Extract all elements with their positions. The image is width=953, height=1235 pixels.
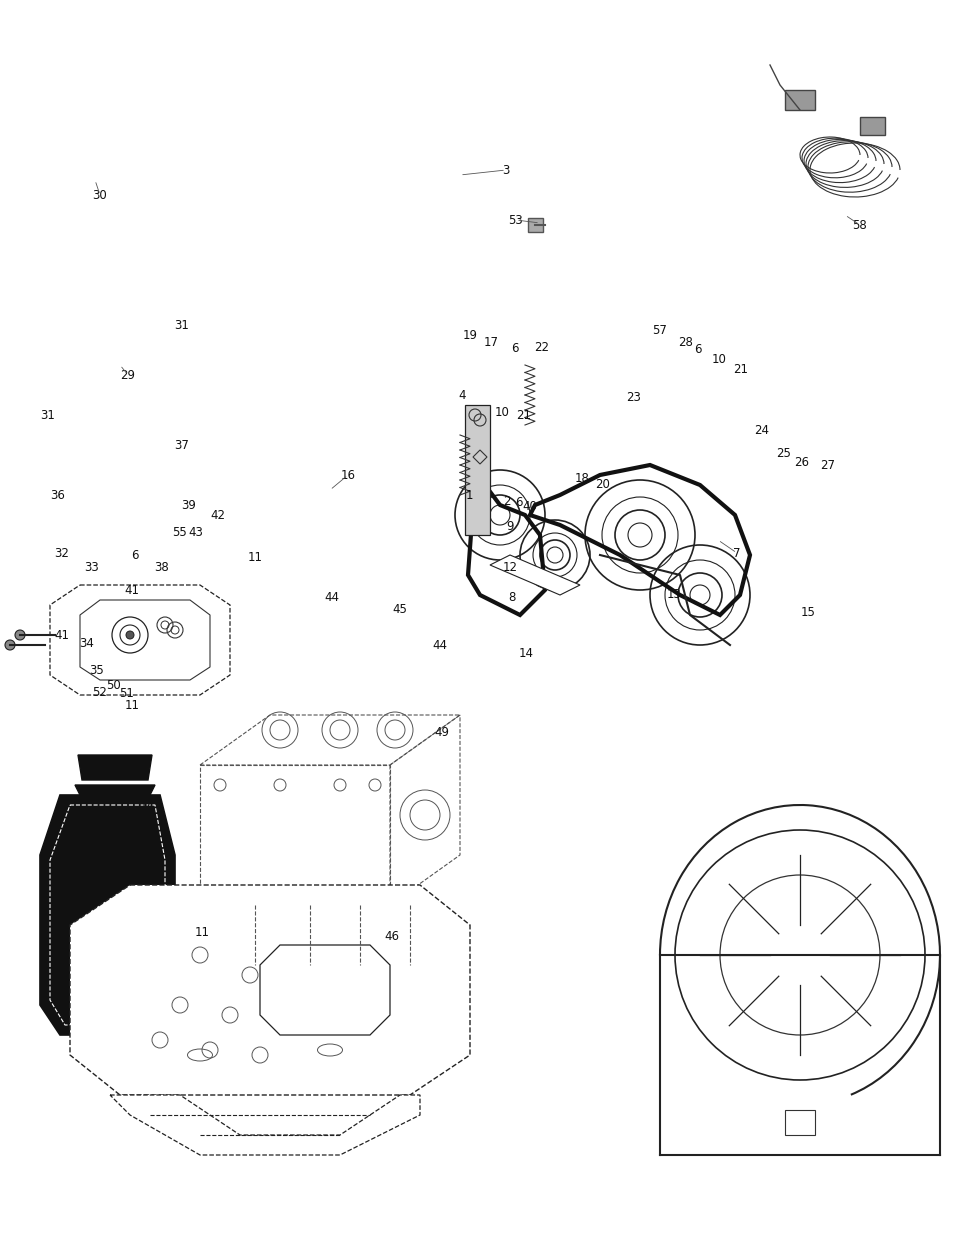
Text: 50: 50	[107, 678, 121, 692]
Polygon shape	[464, 405, 490, 535]
Text: 30: 30	[92, 189, 108, 201]
Text: 12: 12	[502, 561, 517, 573]
Text: 6: 6	[515, 495, 522, 509]
Circle shape	[353, 968, 367, 982]
Text: 32: 32	[54, 547, 70, 559]
Circle shape	[402, 968, 416, 982]
Text: 25: 25	[776, 447, 791, 459]
Text: 26: 26	[794, 456, 809, 468]
Text: 13: 13	[666, 588, 680, 600]
Text: 42: 42	[211, 509, 225, 521]
Text: 58: 58	[852, 219, 866, 231]
Text: 36: 36	[51, 489, 66, 501]
Text: 41: 41	[54, 629, 70, 641]
Text: 46: 46	[384, 930, 399, 944]
Text: 31: 31	[174, 319, 190, 331]
Text: 22: 22	[534, 341, 549, 353]
Text: 7: 7	[733, 547, 740, 559]
Polygon shape	[490, 555, 579, 595]
Text: 43: 43	[189, 526, 203, 538]
Circle shape	[5, 640, 15, 650]
Text: 11: 11	[125, 699, 139, 711]
Text: 33: 33	[85, 561, 99, 573]
Polygon shape	[78, 755, 152, 781]
Text: 20: 20	[595, 478, 610, 490]
Text: 55: 55	[172, 526, 187, 538]
Text: 17: 17	[483, 336, 498, 348]
Text: 19: 19	[462, 329, 477, 342]
Bar	[527, 219, 542, 232]
Text: 28: 28	[678, 336, 693, 348]
Text: 37: 37	[174, 438, 190, 452]
Text: 11: 11	[194, 926, 210, 940]
Text: 21: 21	[733, 363, 748, 375]
Text: 45: 45	[392, 603, 407, 615]
Bar	[784, 90, 814, 110]
Text: 41: 41	[125, 583, 139, 597]
Text: 18: 18	[574, 472, 589, 484]
Text: 44: 44	[324, 590, 339, 604]
Text: 52: 52	[92, 685, 108, 699]
Text: 6: 6	[511, 342, 518, 354]
Text: 14: 14	[518, 646, 533, 659]
Bar	[784, 1110, 814, 1135]
Text: 51: 51	[119, 687, 134, 699]
Polygon shape	[80, 600, 210, 680]
Text: 34: 34	[79, 636, 94, 650]
Text: 29: 29	[120, 368, 135, 382]
Text: 10: 10	[494, 405, 509, 419]
Text: 23: 23	[626, 390, 640, 404]
Text: 1: 1	[465, 489, 473, 501]
Text: 24: 24	[754, 424, 769, 436]
Circle shape	[248, 968, 262, 982]
Text: 47: 47	[138, 797, 153, 809]
Text: 57: 57	[652, 324, 667, 336]
Text: 8: 8	[508, 590, 516, 604]
Text: 44: 44	[432, 638, 447, 652]
Text: 10: 10	[711, 352, 725, 366]
Circle shape	[15, 630, 25, 640]
Text: 11: 11	[247, 551, 262, 563]
Text: 2: 2	[503, 494, 510, 508]
Text: 49: 49	[434, 725, 449, 739]
Text: 6: 6	[694, 342, 701, 356]
Text: 40: 40	[522, 499, 537, 513]
Text: 53: 53	[508, 214, 523, 226]
Text: 31: 31	[41, 409, 55, 421]
Text: 16: 16	[340, 468, 355, 482]
Bar	[859, 117, 884, 135]
Circle shape	[126, 631, 133, 638]
Text: 6: 6	[132, 548, 138, 562]
Polygon shape	[110, 1095, 419, 1155]
Polygon shape	[75, 785, 154, 795]
Polygon shape	[70, 885, 470, 1095]
Text: 9: 9	[506, 520, 514, 532]
Text: 15: 15	[800, 605, 815, 619]
Text: 27: 27	[820, 458, 835, 472]
Text: 3: 3	[502, 163, 509, 177]
Text: 39: 39	[181, 499, 196, 511]
Polygon shape	[50, 585, 230, 695]
Polygon shape	[260, 945, 390, 1035]
Text: 38: 38	[154, 561, 170, 573]
Circle shape	[303, 968, 316, 982]
Text: 4: 4	[457, 389, 465, 401]
Text: 21: 21	[516, 409, 531, 421]
Text: 35: 35	[90, 663, 104, 677]
Polygon shape	[40, 795, 174, 1035]
